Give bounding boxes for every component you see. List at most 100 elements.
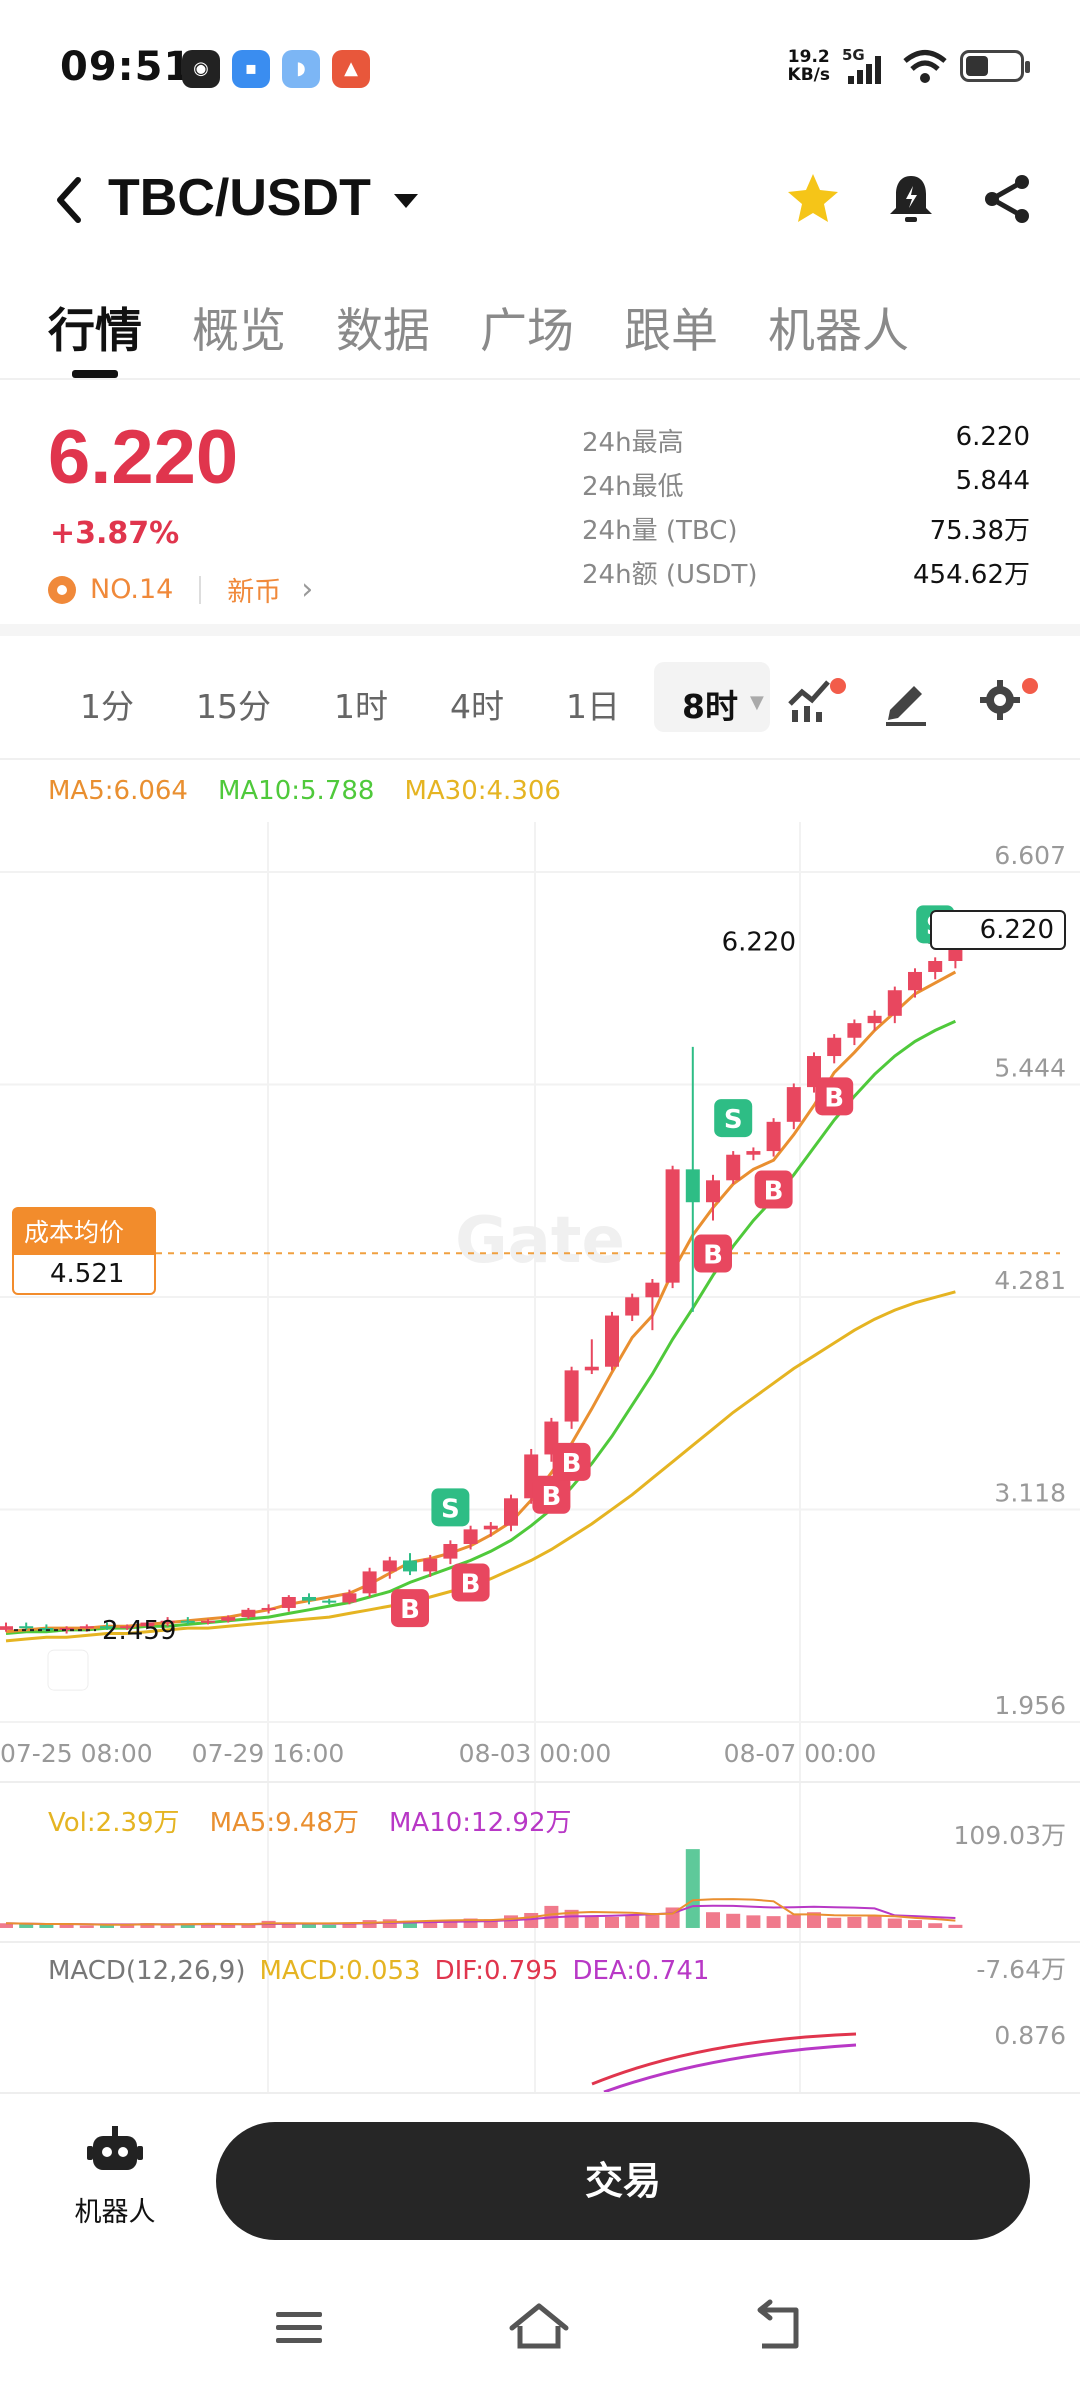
- x-tick-label: 08-03 00:00: [459, 1739, 612, 1768]
- volume-bar: [706, 1912, 720, 1928]
- star-icon[interactable]: [780, 166, 846, 232]
- divider: [199, 575, 202, 604]
- back-nav-icon[interactable]: [744, 2292, 814, 2362]
- car-app-icon: ▲: [332, 50, 370, 88]
- candle-body: [766, 1121, 781, 1152]
- tf-1d[interactable]: 1日: [566, 687, 620, 726]
- volume-bar: [887, 1918, 902, 1928]
- volume-bar: [807, 1912, 821, 1928]
- candlestick-chart[interactable]: 6.607 5.444 4.281 3.118 1.956 07-25 08:00 07-2…: [0, 762, 1080, 2092]
- volume-bar: [59, 1924, 74, 1928]
- chart-area[interactable]: MA5:6.064 MA10:5.788 MA30:4.306 6.607 5.4…: [0, 762, 1080, 2092]
- candle-body: [443, 1543, 458, 1559]
- y-tick-label: 1.956: [994, 1691, 1066, 1720]
- rank-icon: [48, 575, 76, 604]
- settings-gear-icon[interactable]: [970, 668, 1030, 728]
- volume-bar: [342, 1922, 357, 1928]
- tab-copy-trade[interactable]: 跟单: [624, 304, 718, 359]
- vol-legend: Vol:2.39万: [48, 1808, 180, 1838]
- stat-high: 24h最高 6.220: [582, 422, 1030, 458]
- home-icon[interactable]: [504, 2292, 574, 2362]
- tf-8h[interactable]: 8时: [682, 687, 738, 726]
- vol-ma5-legend: MA5:9.48万: [209, 1808, 359, 1838]
- volume-bar: [241, 1924, 256, 1928]
- volume-legend: Vol:2.39万 MA5:9.48万 MA10:12.92万: [48, 1802, 571, 1839]
- tab-data[interactable]: 数据: [336, 304, 430, 359]
- tab-market[interactable]: 行情: [48, 304, 142, 359]
- rank-row[interactable]: NO.14 新币 ›: [48, 570, 313, 609]
- sell-marker-label: S: [441, 1494, 460, 1524]
- volume-bar: [322, 1924, 337, 1928]
- settings-badge: [1022, 678, 1038, 694]
- dif-line: [591, 2032, 857, 2086]
- tf-1m[interactable]: 1分: [80, 687, 134, 726]
- tf-1h[interactable]: 1时: [334, 687, 388, 726]
- share-icon[interactable]: [974, 166, 1040, 232]
- pair-dropdown-icon[interactable]: [386, 174, 426, 224]
- candle-body: [261, 1607, 276, 1610]
- watermark: Gate: [455, 1204, 625, 1278]
- ma-legend: MA5:6.064 MA10:5.788 MA30:4.306: [48, 776, 561, 806]
- status-bar: 09:51 ◉ ▪ ◗ ▲ 19.2 KB/s 5G: [0, 0, 1080, 140]
- expand-icon: [47, 1649, 89, 1691]
- timeframe-active-bg: [654, 662, 770, 732]
- volume-bar: [201, 1923, 215, 1928]
- volume-bar: [160, 1924, 175, 1928]
- buy-marker-label: B: [562, 1449, 582, 1479]
- volume-bar: [847, 1916, 862, 1928]
- vol-ma5-line: [5, 1898, 956, 1926]
- header: TBC/USDT: [0, 140, 1080, 260]
- wifi-icon: [903, 50, 947, 83]
- volume-bar: [403, 1920, 417, 1928]
- ma5-line: [5, 970, 957, 1634]
- pair-title[interactable]: TBC/USDT: [108, 169, 371, 227]
- candle-body: [140, 1622, 155, 1627]
- current-price-label: 6.220: [722, 928, 796, 958]
- stats-24h: 24h最高 6.220 24h最低 5.844 24h量 (TBC) 75.38万 2…: [582, 422, 1030, 598]
- bot-button[interactable]: 机器人: [60, 2124, 170, 2234]
- chevron-right-icon: ›: [301, 572, 314, 607]
- menu-icon[interactable]: [264, 2292, 334, 2362]
- price-summary: 6.220 +3.87% NO.14 新币 › 24h最高 6.220 24h最低…: [0, 380, 1080, 636]
- status-right: 19.2 KB/s 5G: [788, 46, 1030, 86]
- volume-bar: [281, 1923, 296, 1928]
- volume-bar: [443, 1920, 458, 1928]
- volume-bar: [39, 1924, 54, 1928]
- bell-alert-icon[interactable]: [878, 166, 944, 232]
- signal-icon: 5G: [842, 46, 881, 84]
- tab-square[interactable]: 广场: [480, 304, 574, 359]
- tab-bot[interactable]: 机器人: [768, 304, 909, 359]
- buy-marker: [532, 1475, 571, 1514]
- tab-overview[interactable]: 概览: [192, 304, 286, 359]
- trade-button[interactable]: 交易: [216, 2122, 1030, 2240]
- indicator-icon[interactable]: [782, 668, 842, 728]
- buy-marker-label: B: [703, 1241, 723, 1271]
- battery-icon: [960, 50, 1030, 82]
- buy-marker: [754, 1170, 793, 1209]
- candle-body: [827, 1037, 842, 1057]
- volume-bar: [625, 1914, 640, 1928]
- draw-pen-icon[interactable]: [876, 668, 936, 728]
- indicator-badge: [830, 678, 846, 694]
- candle-body: [342, 1593, 357, 1603]
- system-nav-bar: [0, 2252, 1080, 2400]
- vol-ma10-legend: MA10:12.92万: [388, 1808, 572, 1838]
- candle-body: [221, 1617, 236, 1621]
- volume-bar: [766, 1916, 781, 1928]
- volume-bar: [302, 1924, 316, 1928]
- ma30-legend: MA30:4.306: [404, 776, 561, 806]
- candle-body: [685, 1169, 700, 1203]
- dea-value: DEA:0.741: [572, 1956, 710, 1986]
- candle-body: [928, 961, 943, 972]
- tf-15m[interactable]: 15分: [196, 687, 271, 726]
- buy-marker-label: B: [461, 1569, 481, 1599]
- x-tick-label: 07-25 08:00: [0, 1739, 153, 1768]
- x-tick-label: 08-07 00:00: [724, 1739, 877, 1768]
- tf-4h[interactable]: 4时: [450, 687, 504, 726]
- candle-body: [726, 1154, 741, 1181]
- back-arrow-icon[interactable]: [44, 160, 94, 240]
- y-tick-label: 3.118: [994, 1479, 1066, 1508]
- volume-bar: [948, 1924, 963, 1928]
- timeframe-bar: 1分 15分 1时 4时 1日 8时 ▼: [0, 648, 1080, 760]
- dea-line: [603, 2043, 857, 2092]
